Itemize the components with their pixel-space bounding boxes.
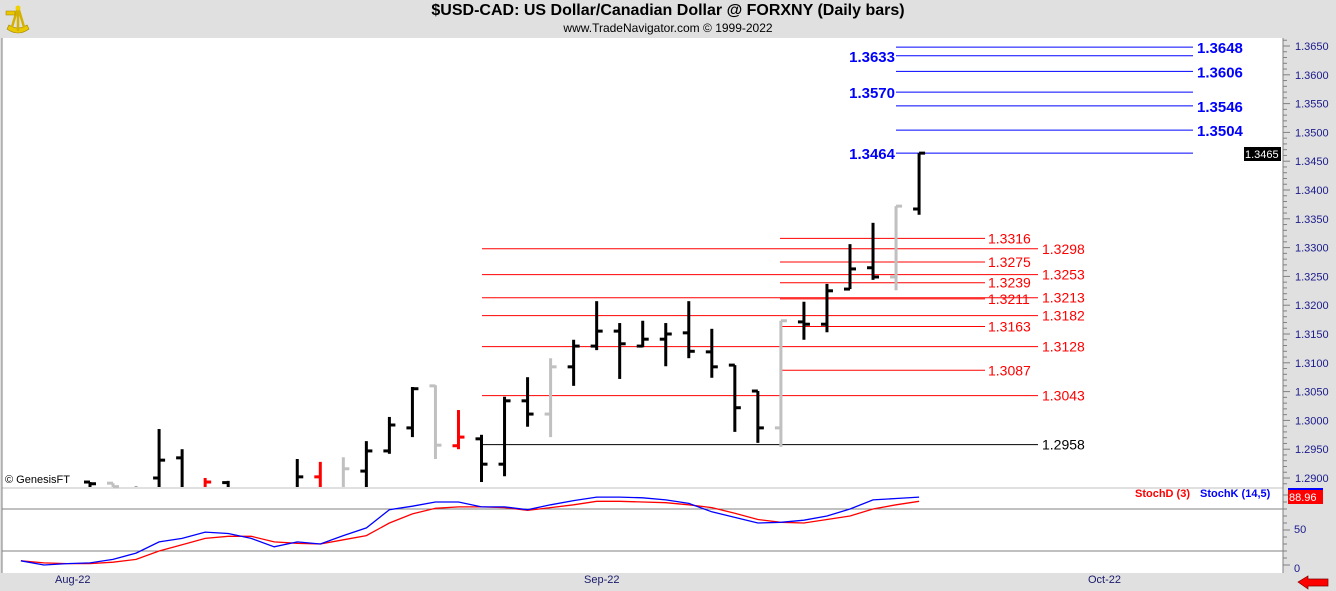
fib-level-label: 1.3606 xyxy=(1197,64,1243,81)
ohlc-bar xyxy=(705,328,718,378)
y-tick-label: 1.3500 xyxy=(1295,127,1329,139)
y-tick-label: 1.3350 xyxy=(1295,214,1329,226)
y-tick-label: 1.3400 xyxy=(1295,185,1329,197)
y-tick-label: 1.3300 xyxy=(1295,243,1329,255)
ohlc-bar xyxy=(590,301,603,351)
level-label: 1.3298 xyxy=(1042,241,1085,257)
level-label: 1.2958 xyxy=(1042,437,1085,453)
price-panel xyxy=(2,38,1283,487)
chart-title: $USD-CAD: US Dollar/Canadian Dollar @ FO… xyxy=(431,2,905,19)
fib-level-label: 1.3464 xyxy=(849,146,896,163)
ohlc-bar xyxy=(153,429,166,487)
y-tick-label: 1.3650 xyxy=(1295,41,1329,53)
stoch-k-line xyxy=(20,496,920,566)
stoch-last-box-top xyxy=(1288,488,1323,490)
ohlc-bar xyxy=(867,222,880,280)
y-tick-label: 1.3100 xyxy=(1295,358,1329,370)
y-tick-label: 1.3200 xyxy=(1295,300,1329,312)
stochastic-panel xyxy=(2,489,1283,573)
ohlc-bar xyxy=(521,377,534,427)
ohlc-bar xyxy=(913,151,926,215)
ohlc-bar xyxy=(429,384,442,459)
chart-subtitle: www.TradeNavigator.com © 1999-2022 xyxy=(563,21,773,35)
ohlc-bar xyxy=(406,386,419,438)
ohlc-bar xyxy=(774,319,787,447)
y-tick-label: 1.2900 xyxy=(1295,473,1329,485)
stoch-d-line xyxy=(20,500,920,565)
fib-level-label: 1.3648 xyxy=(1197,40,1243,57)
ohlc-bar xyxy=(314,461,322,487)
legend-stoch-k: StochK (14,5) xyxy=(1200,488,1271,500)
level-label: 1.3211 xyxy=(988,291,1030,307)
level-label: 1.3087 xyxy=(988,362,1031,378)
level-label: 1.3163 xyxy=(988,319,1031,335)
y-tick-label: 1.3250 xyxy=(1295,271,1329,283)
y-tick-label: 1.3150 xyxy=(1295,329,1329,341)
level-label: 1.3316 xyxy=(988,230,1031,246)
ohlc-bar xyxy=(636,320,649,348)
x-label-oct: Oct-22 xyxy=(1088,574,1122,586)
level-label: 1.3253 xyxy=(1042,267,1085,283)
ohlc-bar xyxy=(567,339,580,386)
y-tick-label: 1.3550 xyxy=(1295,99,1329,111)
level-label: 1.3213 xyxy=(1042,290,1085,306)
stoch-last-box xyxy=(1288,490,1323,504)
ohlc-bar xyxy=(341,457,350,487)
ohlc-bar xyxy=(797,301,810,340)
ohlc-bar xyxy=(84,480,96,487)
ohlc-bar xyxy=(843,244,856,291)
ohlc-bar xyxy=(383,416,396,454)
ohlc-bar xyxy=(475,434,488,483)
ohlc-bar xyxy=(295,458,304,487)
ohlc-bar xyxy=(498,396,511,477)
ohlc-bar xyxy=(820,283,833,333)
ohlc-bar xyxy=(751,389,764,443)
ohlc-bar xyxy=(728,363,741,432)
ohlc-bar xyxy=(222,480,230,487)
fib-level-label: 1.3504 xyxy=(1197,123,1244,140)
last-price-label: 1.3465 xyxy=(1245,149,1279,161)
level-label: 1.3275 xyxy=(988,254,1031,270)
level-label: 1.3043 xyxy=(1042,388,1085,404)
ohlc-bar xyxy=(360,441,373,487)
sextant-logo-icon xyxy=(3,3,33,40)
ohlc-bar xyxy=(452,410,465,450)
level-label: 1.3182 xyxy=(1042,308,1085,324)
x-label-aug: Aug-22 xyxy=(55,574,91,586)
level-label: 1.3239 xyxy=(988,275,1031,291)
scroll-left-arrow-icon[interactable] xyxy=(1297,575,1329,590)
ohlc-bar xyxy=(682,301,695,359)
x-label-sep: Sep-22 xyxy=(584,574,620,586)
ohlc-bar xyxy=(203,478,212,487)
y-tick-label: 1.3000 xyxy=(1295,415,1329,427)
fib-level-label: 1.3570 xyxy=(849,85,895,102)
stoch-tick-0: 0 xyxy=(1294,563,1300,575)
ohlc-bar xyxy=(890,204,903,291)
y-tick-label: 1.3050 xyxy=(1295,387,1329,399)
fib-level-label: 1.3633 xyxy=(849,49,895,66)
fib-level-label: 1.3546 xyxy=(1197,99,1243,116)
stoch-last-label: 88.96 xyxy=(1289,492,1317,504)
ohlc-bar xyxy=(613,323,626,379)
stoch-tick-50: 50 xyxy=(1294,524,1306,536)
y-tick-label: 1.3600 xyxy=(1295,70,1329,82)
level-label: 1.3128 xyxy=(1042,339,1085,355)
y-tick-label: 1.2950 xyxy=(1295,444,1329,456)
legend-stoch-d: StochD (3) xyxy=(1135,488,1190,500)
ohlc-bar xyxy=(107,481,120,489)
ohlc-bar xyxy=(176,449,184,487)
ohlc-bar xyxy=(659,323,672,367)
ohlc-bar xyxy=(544,358,557,438)
last-price-box xyxy=(1244,147,1281,161)
copyright-label: © GenesisFT xyxy=(5,474,70,486)
y-tick-label: 1.3450 xyxy=(1295,156,1329,168)
